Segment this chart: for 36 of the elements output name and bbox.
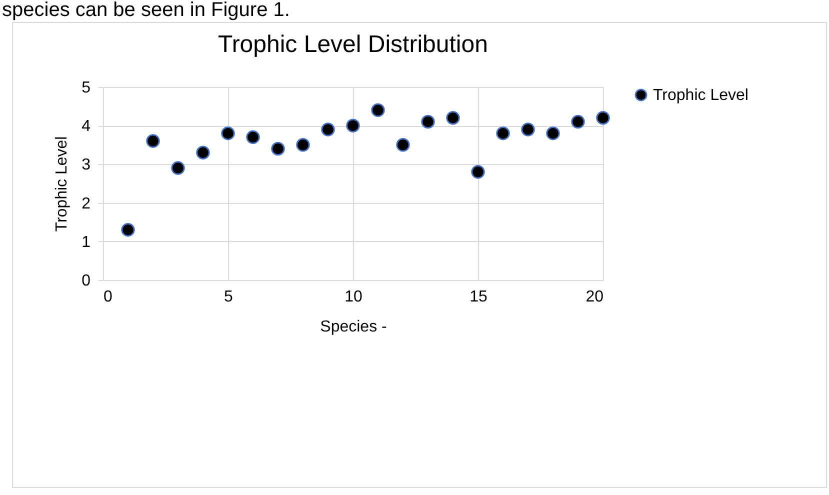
point bbox=[221, 126, 235, 140]
x-tick-label: 15 bbox=[470, 288, 488, 306]
y-tick-label: 0 bbox=[82, 272, 91, 290]
chart-title: Trophic Level Distribution bbox=[218, 31, 488, 58]
point bbox=[396, 138, 410, 152]
point bbox=[496, 126, 510, 140]
point bbox=[121, 222, 135, 237]
point bbox=[246, 130, 260, 144]
point bbox=[596, 111, 610, 125]
point bbox=[346, 118, 360, 132]
x-tick-label: 20 bbox=[586, 288, 604, 306]
point bbox=[421, 114, 435, 129]
legend-label: Trophic Level bbox=[653, 87, 748, 104]
x-tick-label: 5 bbox=[224, 288, 234, 306]
y-tick-label: 5 bbox=[82, 80, 91, 96]
y-axis-title: Trophic Level bbox=[54, 136, 71, 232]
x-tick-label: 10 bbox=[344, 288, 362, 306]
point bbox=[296, 138, 310, 152]
y-tick-label: 4 bbox=[82, 118, 91, 136]
y-tick-label: 1 bbox=[82, 234, 91, 251]
point bbox=[371, 103, 385, 118]
text: species can be seen in Figure 1. bbox=[1, 0, 291, 22]
point bbox=[546, 126, 560, 140]
y-tick-label: 3 bbox=[82, 156, 91, 174]
y-tick-label: 2 bbox=[82, 195, 91, 212]
point bbox=[521, 122, 535, 136]
x-axis-title: Species - bbox=[320, 318, 387, 336]
point bbox=[271, 142, 285, 156]
point bbox=[571, 114, 585, 129]
point bbox=[321, 122, 335, 136]
point bbox=[196, 146, 210, 160]
x-tick-label: 0 bbox=[104, 288, 112, 306]
point bbox=[146, 134, 160, 148]
point bbox=[446, 111, 460, 125]
point bbox=[171, 161, 185, 175]
point bbox=[471, 165, 485, 179]
